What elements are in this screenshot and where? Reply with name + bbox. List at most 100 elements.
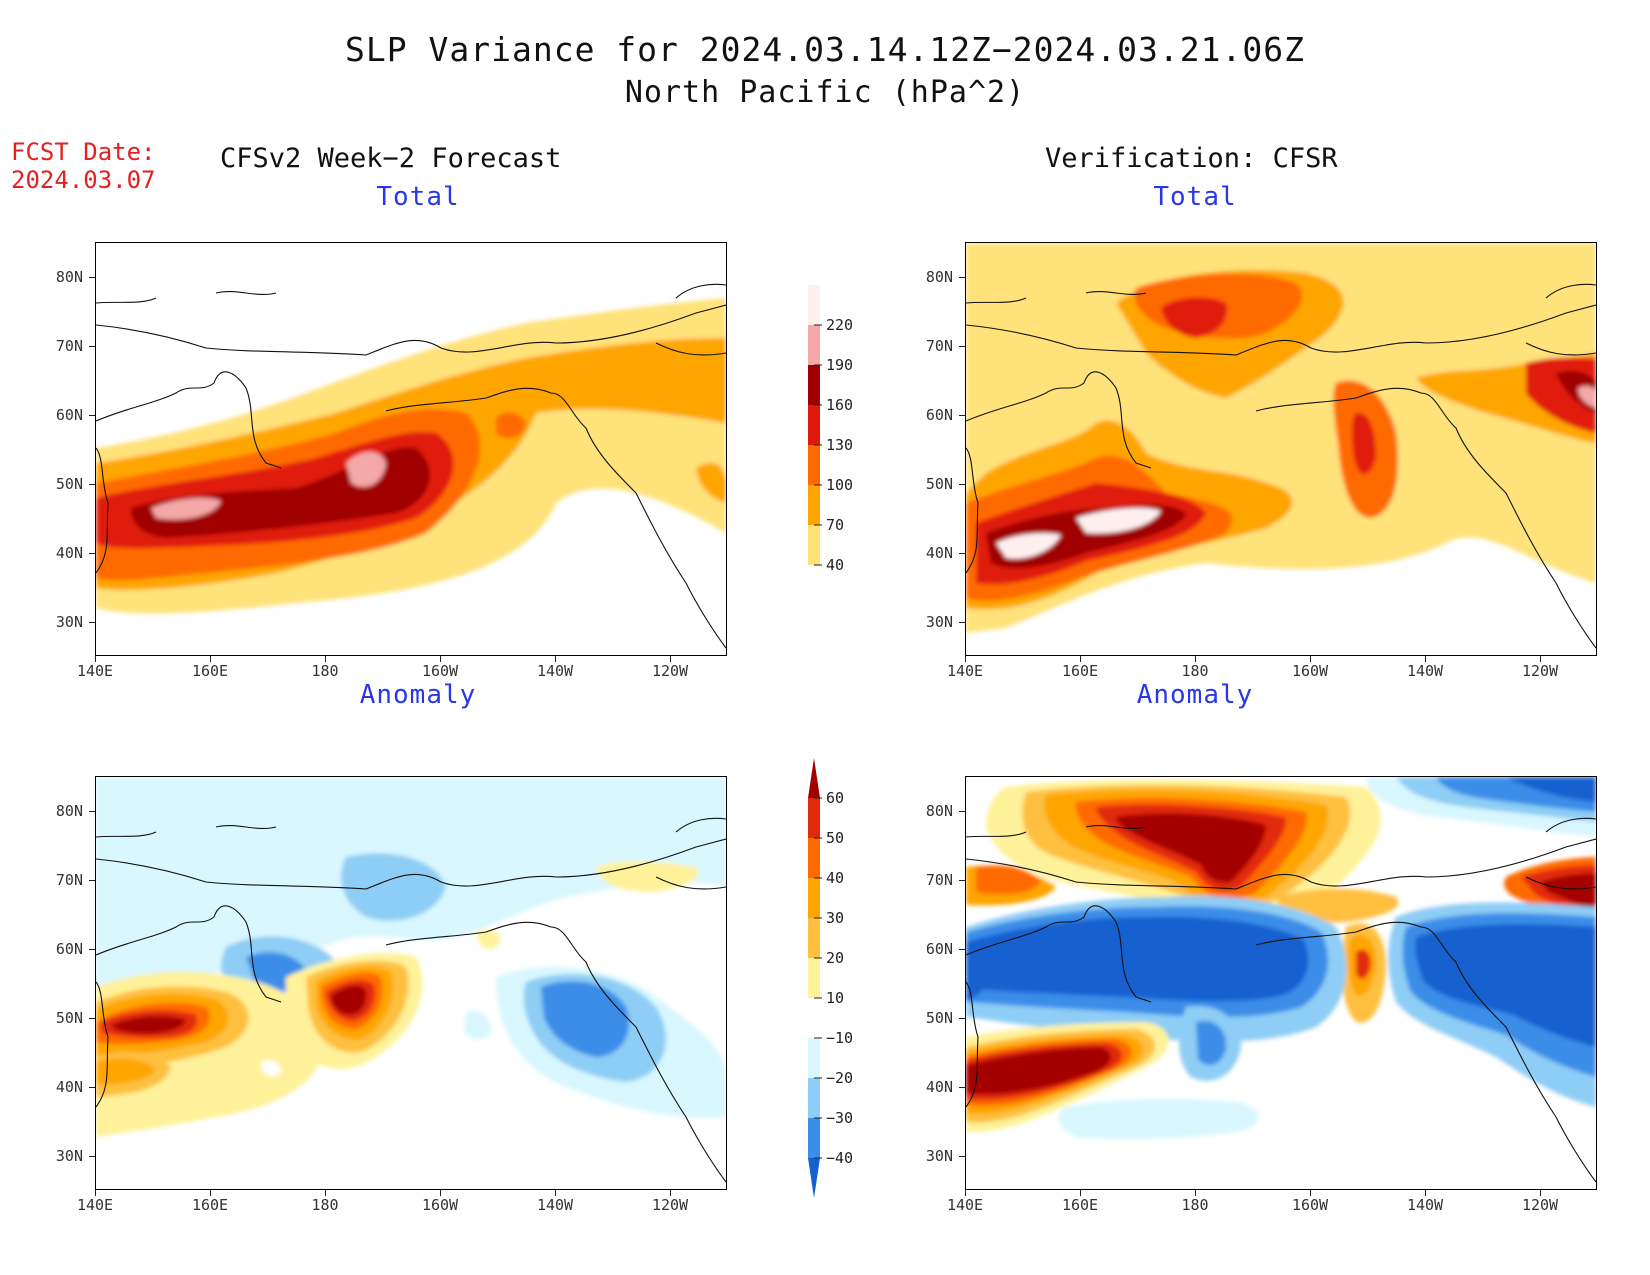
fcst-total-field xyxy=(96,283,726,649)
lat-tick xyxy=(89,1156,95,1157)
lat-tick xyxy=(959,346,965,347)
lon-label: 160E xyxy=(1061,1196,1099,1214)
lon-label: 180 xyxy=(311,662,339,680)
lat-tick xyxy=(959,553,965,554)
lon-tick xyxy=(1540,1190,1541,1196)
panel-subtitle-cfsr-anomaly: Anomaly xyxy=(1136,680,1254,710)
lat-tick xyxy=(89,484,95,485)
lon-tick xyxy=(965,1190,966,1196)
lat-label: 80N xyxy=(925,268,953,286)
lon-label: 180 xyxy=(1181,1196,1209,1214)
lat-label: 60N xyxy=(55,406,83,424)
lon-label: 140W xyxy=(536,662,574,680)
lat-tick xyxy=(959,880,965,881)
lon-tick xyxy=(1425,656,1426,662)
colorbar-label: 30 xyxy=(826,909,845,927)
lon-tick xyxy=(1080,1190,1081,1196)
colorbar-swatch xyxy=(808,365,820,405)
fcst-anomaly-field xyxy=(96,777,726,1189)
colorbar-swatch xyxy=(808,325,820,365)
chart-subtitle: North Pacific (hPa^2) xyxy=(624,75,1026,110)
lat-label: 40N xyxy=(55,1078,83,1096)
lat-tick xyxy=(959,811,965,812)
colorbar-label: 60 xyxy=(826,789,845,807)
lat-tick xyxy=(89,553,95,554)
lat-label: 70N xyxy=(925,871,953,889)
lat-label: 30N xyxy=(55,1147,83,1165)
map-panel-fcst-total xyxy=(95,242,727,656)
anomaly-colorbar xyxy=(808,758,822,1198)
panel-subtitle-cfsr-total: Total xyxy=(1153,182,1237,212)
lon-label: 140E xyxy=(946,1196,984,1214)
lon-label: 180 xyxy=(1181,662,1209,680)
lon-tick xyxy=(95,656,96,662)
lat-label: 60N xyxy=(55,940,83,958)
colorbar-arrow-bottom xyxy=(808,1158,820,1198)
lon-label: 160E xyxy=(191,662,229,680)
lon-tick xyxy=(325,656,326,662)
lat-label: 70N xyxy=(55,337,83,355)
lat-label: 60N xyxy=(925,940,953,958)
lon-label: 120W xyxy=(651,662,689,680)
column-title-verification: Verification: CFSR xyxy=(1045,143,1338,174)
colorbar-label: 20 xyxy=(826,949,845,967)
colorbar-label: −30 xyxy=(826,1109,854,1127)
colorbar-swatch xyxy=(808,918,820,958)
lon-label: 160W xyxy=(1291,662,1329,680)
colorbar-swatch xyxy=(808,525,820,565)
chart-title: SLP Variance for 2024.03.14.12Z−2024.03.… xyxy=(345,30,1305,69)
colorbar-swatch xyxy=(808,485,820,525)
lon-tick xyxy=(555,1190,556,1196)
colorbar-label: 100 xyxy=(826,476,854,494)
colorbar-swatch xyxy=(808,958,820,998)
lon-label: 140W xyxy=(1406,1196,1444,1214)
colorbar-swatch xyxy=(808,1118,820,1158)
lon-tick xyxy=(965,656,966,662)
lat-tick xyxy=(89,346,95,347)
lat-tick xyxy=(89,880,95,881)
coastline xyxy=(96,283,726,649)
lon-tick xyxy=(1195,1190,1196,1196)
lat-tick xyxy=(959,1087,965,1088)
lat-label: 40N xyxy=(925,544,953,562)
lat-label: 30N xyxy=(925,613,953,631)
lon-label: 140W xyxy=(536,1196,574,1214)
lat-tick xyxy=(959,415,965,416)
map-panel-cfsr-total xyxy=(965,242,1597,656)
lon-label: 160W xyxy=(421,662,459,680)
lat-label: 50N xyxy=(925,475,953,493)
colorbar-swatch xyxy=(808,285,820,325)
cfsr-total-field xyxy=(966,243,1596,649)
lon-tick xyxy=(1080,656,1081,662)
lat-tick xyxy=(89,949,95,950)
lon-label: 140E xyxy=(76,662,114,680)
lat-label: 70N xyxy=(925,337,953,355)
lon-label: 140E xyxy=(76,1196,114,1214)
lon-tick xyxy=(670,656,671,662)
lon-tick xyxy=(1195,656,1196,662)
lat-tick xyxy=(959,484,965,485)
colorbar-swatch xyxy=(808,838,820,878)
colorbar-swatch xyxy=(808,878,820,918)
column-title-forecast: CFSv2 Week−2 Forecast xyxy=(220,143,562,174)
lon-tick xyxy=(1425,1190,1426,1196)
lat-tick xyxy=(89,415,95,416)
lat-label: 60N xyxy=(925,406,953,424)
lon-tick xyxy=(555,656,556,662)
lat-tick xyxy=(959,277,965,278)
lat-tick xyxy=(89,1087,95,1088)
lat-label: 80N xyxy=(55,802,83,820)
lat-tick xyxy=(959,1156,965,1157)
colorbar-label: 10 xyxy=(826,989,845,1007)
colorbar-label: −10 xyxy=(826,1029,854,1047)
lon-label: 160E xyxy=(191,1196,229,1214)
map-panel-fcst-anomaly xyxy=(95,776,727,1190)
lon-tick xyxy=(1540,656,1541,662)
colorbar-swatch xyxy=(808,445,820,485)
cfsr-anomaly-field xyxy=(966,777,1596,1189)
lat-label: 40N xyxy=(925,1078,953,1096)
lat-tick xyxy=(959,949,965,950)
lat-tick xyxy=(89,622,95,623)
lon-label: 120W xyxy=(651,1196,689,1214)
lon-label: 180 xyxy=(311,1196,339,1214)
